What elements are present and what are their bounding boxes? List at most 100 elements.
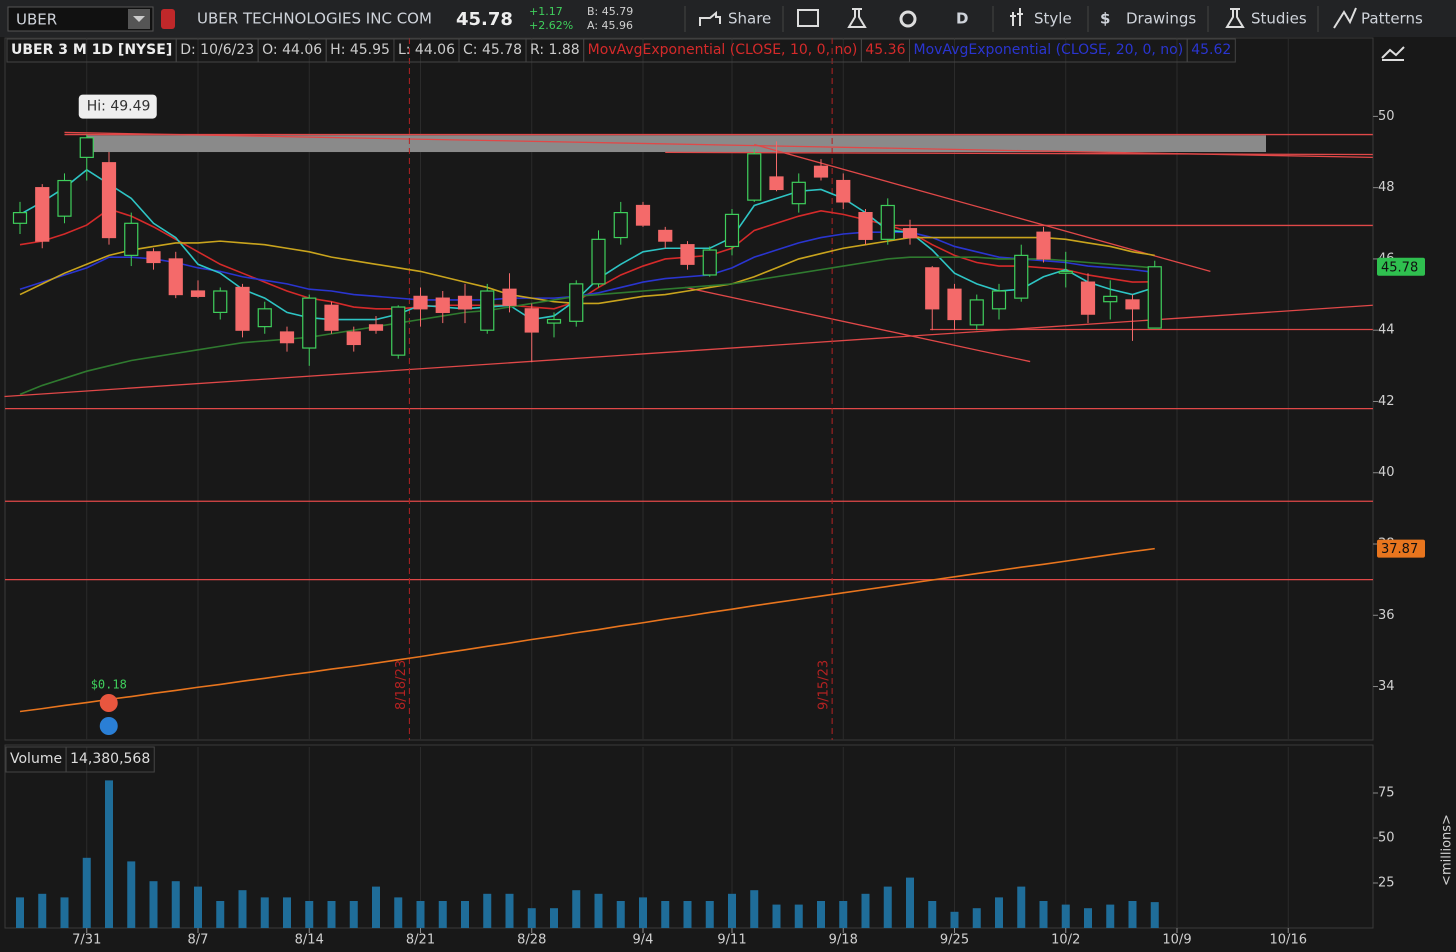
drawings-button[interactable]: Drawings	[1126, 10, 1196, 28]
legend-entry: MovAvgExponential (CLOSE, 10, 0, no)	[588, 42, 858, 58]
candle-body	[635, 204, 651, 226]
y-tick-label: 34	[1378, 679, 1395, 694]
candle-body	[524, 308, 539, 333]
toolbar-buttons: Share D Style $ Drawings Studies Pattern…	[684, 6, 1423, 32]
candle-body	[880, 204, 895, 240]
volume-bar	[349, 901, 358, 928]
volume-bar	[505, 893, 514, 928]
volume-bar	[1039, 901, 1048, 928]
volume-bar	[283, 897, 291, 928]
candle-body	[57, 179, 72, 217]
last-price-tag	[1377, 257, 1425, 276]
volume-bar	[483, 893, 492, 928]
share-icon	[699, 10, 721, 26]
moving-average	[19, 547, 1155, 713]
volume-bar	[972, 908, 981, 928]
volume-bar	[372, 886, 380, 928]
event-icon	[99, 717, 118, 735]
company: UBER TECHNOLOGIES INC COM	[197, 10, 432, 28]
volume-y-tick-label: 25	[1378, 876, 1395, 891]
volume-panel	[4, 744, 1374, 929]
volume-bar	[194, 886, 202, 928]
y-tick-label: 48	[1378, 180, 1395, 195]
x-tick-label: 9/18	[829, 933, 858, 948]
volume-bar	[616, 901, 625, 928]
candle-body	[769, 176, 784, 191]
candle-body	[1147, 266, 1162, 329]
share-label: Share	[728, 10, 771, 28]
volume-bar	[572, 890, 581, 928]
earnings-label: $0.18	[91, 678, 127, 692]
candle-body	[591, 238, 606, 285]
news-icon[interactable]	[797, 9, 819, 27]
x-tick-label: 10/9	[1162, 933, 1191, 948]
candle-body	[1080, 281, 1096, 315]
chart-title: UBER 3 M 1D [NYSE]	[11, 42, 172, 58]
volume-bar	[750, 890, 759, 928]
x-tick-label: 8/7	[188, 933, 209, 948]
volume-bar	[1061, 904, 1070, 928]
x-tick-label: 9/25	[940, 933, 969, 948]
moving-average	[19, 231, 1155, 301]
settings-icon[interactable]	[899, 10, 917, 28]
volume-bar	[906, 877, 914, 928]
candle-body	[813, 165, 829, 178]
volume-bar	[817, 901, 825, 928]
volume-bar	[1128, 901, 1137, 928]
patterns-icon	[1333, 7, 1357, 29]
legend-value: 45.36	[865, 42, 905, 58]
candle-body	[969, 299, 984, 326]
x-tick-label: 10/16	[1270, 933, 1307, 948]
high-callout	[78, 94, 157, 119]
volume-bar	[527, 908, 536, 928]
earnings-icon	[99, 694, 118, 712]
last-price: 45.78	[456, 9, 513, 30]
volume-bar	[639, 897, 647, 928]
volume-bar	[883, 886, 892, 928]
high-callout-label: Hi: 49.49	[87, 99, 151, 115]
volume-last: 14,380,568	[70, 751, 150, 767]
candle-body	[1036, 231, 1051, 260]
period-button[interactable]: D	[956, 10, 968, 28]
toolbar	[0, 0, 1456, 37]
trend-line	[754, 143, 1211, 273]
volume-bar	[794, 904, 803, 928]
candle-body	[213, 290, 228, 313]
legend-entry: MovAvgExponential (CLOSE, 20, 0, no)	[913, 42, 1183, 58]
candle-body	[146, 251, 161, 264]
volume-bar	[861, 893, 870, 928]
x-tick-label: 10/2	[1051, 933, 1080, 948]
candle-body	[546, 318, 562, 324]
volume-bar	[216, 901, 225, 928]
candle-body	[925, 267, 940, 310]
candle-body	[1103, 295, 1118, 303]
candle-body	[413, 295, 428, 310]
candle-body	[858, 212, 873, 240]
trend-line	[685, 286, 1031, 363]
link-icon[interactable]	[161, 9, 175, 29]
volume-axis-label: <millions>	[1440, 814, 1455, 886]
volume-bar	[772, 904, 781, 928]
date-marker-label: 8/18/23	[394, 660, 409, 710]
candle-body	[702, 249, 717, 276]
volume-bar	[1150, 902, 1159, 928]
patterns-button[interactable]: Patterns	[1361, 10, 1423, 28]
candle-body	[457, 295, 473, 310]
y-tick-label: 50	[1378, 109, 1395, 124]
volume-bar	[16, 897, 24, 928]
volume-bar	[60, 897, 69, 928]
y-tick-label: 42	[1378, 394, 1395, 409]
ohlc-info: R: 1.88	[530, 42, 580, 58]
candle-body	[480, 290, 495, 331]
volume-bar	[149, 881, 158, 928]
studies-button[interactable]: Studies	[1251, 10, 1307, 28]
volume-bar	[82, 857, 91, 928]
candle-body	[124, 222, 139, 256]
expand-icon[interactable]	[1381, 46, 1405, 61]
style-button[interactable]: Style	[1034, 10, 1072, 28]
lab-icon[interactable]	[847, 8, 867, 28]
ma-tag-label: 37.87	[1381, 542, 1418, 557]
symbol: UBER	[16, 11, 57, 29]
volume-bar	[594, 893, 603, 928]
